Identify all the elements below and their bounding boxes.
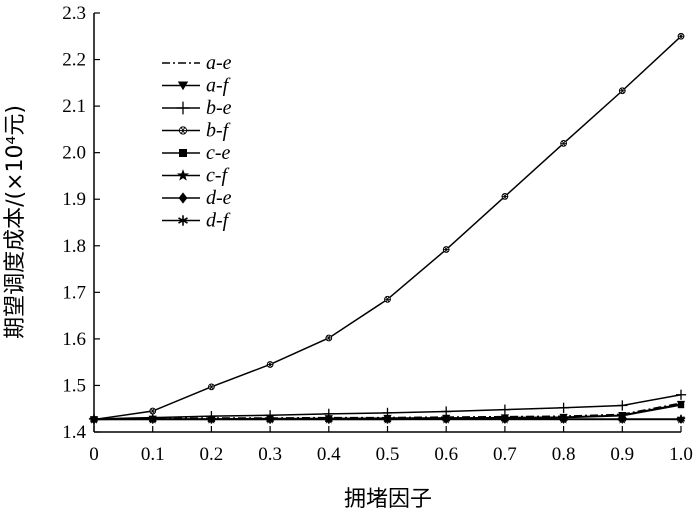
legend-item: d-e bbox=[162, 187, 232, 209]
x-tick-label: 0.9 bbox=[610, 444, 634, 465]
marker-star bbox=[208, 384, 214, 390]
y-tick-label: 2.2 bbox=[62, 50, 86, 71]
y-tick-label: 1.7 bbox=[62, 282, 86, 303]
y-axis-label: 期望调度成本/(×10⁴元) bbox=[3, 105, 28, 339]
axes: 1.4 1.5 1.6 1.7 1.8 1.9 2.0 2.1 2.2 2.3 0 0.1 0.2 0.3… bbox=[62, 3, 693, 465]
legend-label: b-e bbox=[206, 97, 232, 119]
x-axis-label: 拥堵因子 bbox=[344, 487, 432, 512]
legend-label: c-e bbox=[206, 142, 231, 164]
x-tick-label: 0.6 bbox=[434, 444, 458, 465]
marker-plus bbox=[617, 400, 627, 410]
y-tick-label: 1.4 bbox=[62, 422, 86, 443]
marker-plus bbox=[676, 390, 686, 400]
legend-label: d-e bbox=[206, 187, 232, 209]
legend-item: c-f bbox=[162, 165, 230, 187]
series-layer bbox=[89, 33, 686, 424]
y-tick-label: 1.8 bbox=[62, 236, 86, 257]
legend-item: d-f bbox=[162, 210, 231, 232]
marker-plus bbox=[500, 405, 510, 415]
legend-item: a-e bbox=[162, 52, 232, 74]
legend-label: d-f bbox=[206, 210, 231, 232]
marker-star bbox=[179, 127, 187, 134]
series-line bbox=[94, 36, 681, 419]
marker-star bbox=[678, 33, 684, 39]
legend-label: a-f bbox=[206, 75, 231, 97]
legend: a-ea-fb-eb-fc-ec-fd-ed-f bbox=[162, 52, 232, 232]
y-tick-label: 2.0 bbox=[62, 143, 86, 164]
x-tick-label: 0.3 bbox=[258, 444, 282, 465]
y-tick-label: 1.9 bbox=[62, 189, 86, 210]
marker-square bbox=[179, 149, 187, 157]
marker-plus bbox=[558, 403, 568, 413]
marker-star bbox=[384, 296, 390, 302]
marker-star5 bbox=[177, 169, 189, 181]
x-tick-label: 0.8 bbox=[552, 444, 576, 465]
marker-star bbox=[619, 88, 625, 94]
marker-star bbox=[502, 194, 508, 200]
x-tick-label: 0.1 bbox=[141, 444, 165, 465]
legend-item: b-e bbox=[162, 97, 232, 119]
series-b-f bbox=[91, 33, 684, 422]
legend-label: b-f bbox=[206, 120, 231, 142]
marker-star bbox=[326, 335, 332, 341]
y-tick-label: 2.3 bbox=[62, 3, 86, 24]
marker-star bbox=[150, 408, 156, 414]
marker-star bbox=[267, 362, 273, 368]
x-tick-label: 0 bbox=[89, 444, 99, 465]
marker-square bbox=[678, 402, 684, 408]
marker-star bbox=[443, 247, 449, 253]
marker-star bbox=[560, 140, 566, 146]
legend-item: c-e bbox=[162, 142, 231, 164]
y-tick-label: 1.6 bbox=[62, 329, 86, 350]
legend-item: a-f bbox=[162, 75, 231, 97]
marker-diamond bbox=[179, 192, 188, 203]
x-tick-label: 0.5 bbox=[376, 444, 400, 465]
legend-label: c-f bbox=[206, 165, 230, 187]
y-tick-label: 1.5 bbox=[62, 375, 86, 396]
legend-item: b-f bbox=[162, 120, 231, 142]
marker-plus bbox=[177, 102, 190, 115]
x-tick-label: 0.2 bbox=[200, 444, 224, 465]
y-tick-label: 2.1 bbox=[62, 96, 86, 117]
legend-label: a-e bbox=[206, 52, 232, 74]
x-tick-label: 1.0 bbox=[669, 444, 693, 465]
x-tick-label: 0.4 bbox=[317, 444, 341, 465]
x-tick-label: 0.7 bbox=[493, 444, 517, 465]
